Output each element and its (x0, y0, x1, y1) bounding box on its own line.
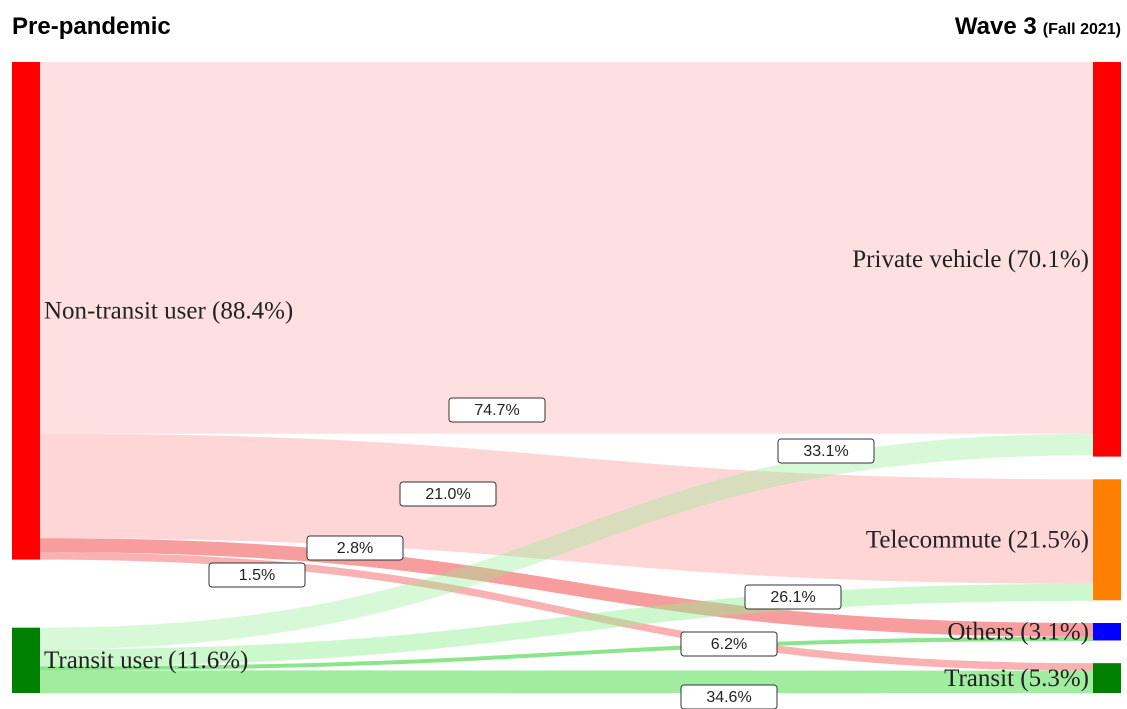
node (1093, 663, 1121, 693)
link (40, 552, 1093, 671)
link-label-box (448, 397, 546, 423)
link-label-box (680, 631, 778, 657)
node-label: Transit user (11.6%) (44, 647, 248, 674)
node-label: Private vehicle (70.1%) (852, 246, 1089, 273)
link (40, 62, 1093, 434)
link (40, 433, 1093, 584)
link-label: 1.5% (239, 567, 275, 584)
link-label-box (399, 481, 497, 507)
node (1093, 479, 1121, 601)
link (40, 636, 1093, 671)
link-label-box (208, 562, 306, 588)
link-label: 2.8% (337, 540, 373, 557)
title-right-note: (Fall 2021) (1043, 21, 1121, 38)
link-label: 21.0% (425, 486, 470, 503)
node-label: Non-transit user (88.4%) (44, 298, 293, 325)
node-label: Others (3.1%) (947, 618, 1089, 645)
title-left: Pre-pandemic (12, 13, 171, 40)
node (1093, 62, 1121, 457)
title-right-main: Wave 3 (955, 13, 1037, 40)
node (12, 627, 40, 693)
link-label-box (777, 438, 875, 464)
title-right: Wave 3 (Fall 2021) (955, 13, 1121, 40)
link-label-box (306, 535, 404, 561)
node-label: Telecommute (21.5%) (866, 527, 1089, 554)
link (40, 433, 1093, 650)
link-label-box (680, 684, 778, 709)
link-label: 26.1% (770, 589, 815, 606)
node (12, 62, 40, 560)
link-label: 34.6% (706, 689, 751, 706)
link-label: 33.1% (803, 443, 848, 460)
link-label: 74.7% (474, 402, 519, 419)
link-label: 6.2% (711, 636, 747, 653)
link-label-box (744, 584, 842, 610)
node (1093, 623, 1121, 641)
link (40, 538, 1093, 637)
link (40, 670, 1093, 694)
node-label: Transit (5.3%) (944, 665, 1089, 692)
